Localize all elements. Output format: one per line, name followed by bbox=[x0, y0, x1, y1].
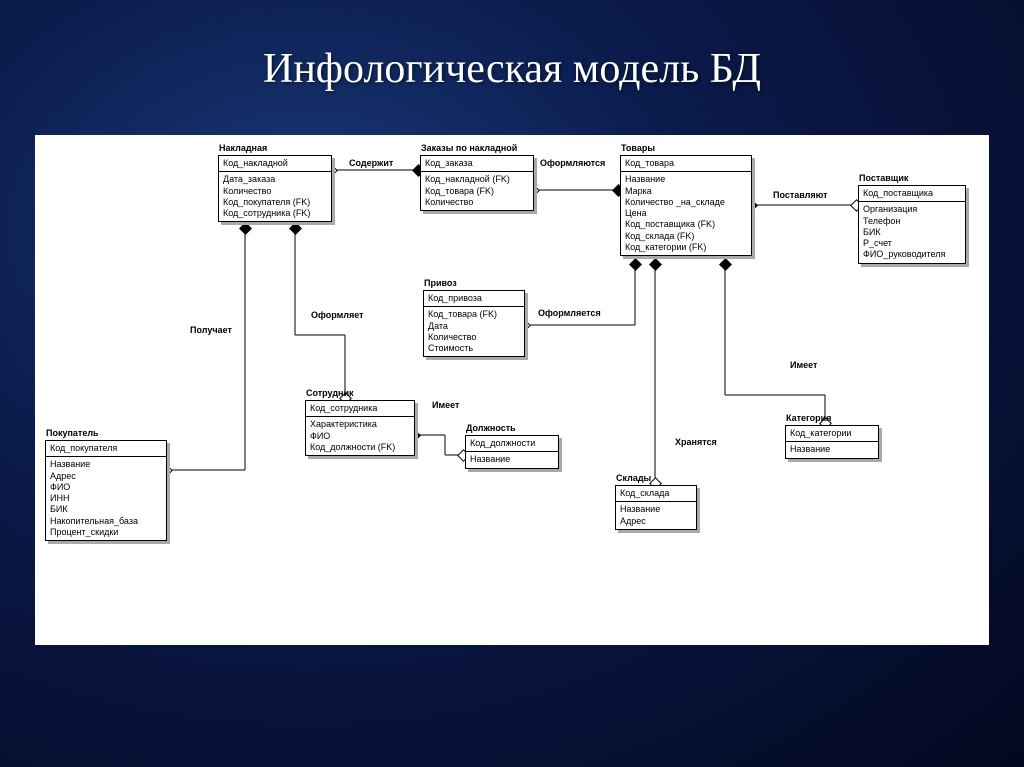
entity-postavshik: Поставщик Код_поставщика Организация Тел… bbox=[858, 185, 966, 264]
entity-pk: Код_должности bbox=[466, 436, 558, 452]
entity-attrs: Код_товара (FK) Дата Количество Стоимост… bbox=[424, 307, 524, 356]
attr: Дата bbox=[428, 321, 520, 332]
rel-oformlyaetsya: Оформляется bbox=[538, 308, 601, 318]
attr: Дата_заказа bbox=[223, 174, 327, 185]
slide-title: Инфологическая модель БД bbox=[0, 0, 1024, 93]
rel-postavlyayut: Поставляют bbox=[773, 190, 828, 200]
rel-poluchaet: Получает bbox=[190, 325, 232, 335]
attr: Количество bbox=[428, 332, 520, 343]
attr: Название bbox=[620, 504, 692, 515]
attr: Количество bbox=[223, 186, 327, 197]
entity-attrs: Характеристика ФИО Код_должности (FK) bbox=[306, 417, 414, 455]
entity-privoz: Привоз Код_привоза Код_товара (FK) Дата … bbox=[423, 290, 525, 357]
entity-attrs: Код_накладной (FK) Код_товара (FK) Колич… bbox=[421, 172, 533, 210]
attr: Код_склада (FK) bbox=[625, 231, 747, 242]
attr: Код_товара (FK) bbox=[425, 186, 529, 197]
entity-title: Накладная bbox=[219, 143, 267, 154]
rel-imeet2: Имеет bbox=[790, 360, 817, 370]
attr: Название bbox=[50, 459, 162, 470]
connector-diamond bbox=[239, 222, 252, 235]
rel-soderzhit: Содержит bbox=[349, 158, 393, 168]
entity-title: Сотрудник bbox=[306, 388, 354, 399]
connector-diamond bbox=[629, 258, 642, 271]
attr: Адрес bbox=[50, 471, 162, 482]
entity-title: Привоз bbox=[424, 278, 457, 289]
entity-pk: Код_привоза bbox=[424, 291, 524, 307]
entity-pk: Код_покупателя bbox=[46, 441, 166, 457]
attr: БИК bbox=[863, 227, 961, 238]
attr: Код_товара (FK) bbox=[428, 309, 520, 320]
attr: Код_накладной (FK) bbox=[425, 174, 529, 185]
entity-tovary: Товары Код_товара Название Марка Количес… bbox=[620, 155, 752, 256]
entity-pk: Код_накладной bbox=[219, 156, 331, 172]
attr: Код_сотрудника (FK) bbox=[223, 208, 327, 219]
attr: Название bbox=[470, 454, 554, 465]
entity-pokupatel: Покупатель Код_покупателя Название Адрес… bbox=[45, 440, 167, 541]
entity-attrs: Название Адрес ФИО ИНН БИК Накопительная… bbox=[46, 457, 166, 540]
attr: Код_поставщика (FK) bbox=[625, 219, 747, 230]
attr: Код_должности (FK) bbox=[310, 442, 410, 453]
attr: Накопительная_база bbox=[50, 516, 162, 527]
rel-oformlyayutsya: Оформляются bbox=[540, 158, 605, 168]
attr: Организация bbox=[863, 204, 961, 215]
attr: Марка bbox=[625, 186, 747, 197]
rel-imeet1: Имеет bbox=[432, 400, 459, 410]
attr: Адрес bbox=[620, 516, 692, 527]
entity-title: Покупатель bbox=[46, 428, 99, 439]
attr: ИНН bbox=[50, 493, 162, 504]
connector-diamond bbox=[649, 258, 662, 271]
slide: Инфологическая модель БД bbox=[0, 0, 1024, 767]
attr: Характеристика bbox=[310, 419, 410, 430]
entity-attrs: Название bbox=[466, 452, 558, 467]
attr: БИК bbox=[50, 504, 162, 515]
entity-title: Склады bbox=[616, 473, 651, 484]
entity-pk: Код_сотрудника bbox=[306, 401, 414, 417]
entity-zakazy: Заказы по накладной Код_заказа Код_накла… bbox=[420, 155, 534, 211]
entity-title: Товары bbox=[621, 143, 655, 154]
entity-pk: Код_товара bbox=[621, 156, 751, 172]
entity-title: Заказы по накладной bbox=[421, 143, 517, 154]
attr: ФИО_руководителя bbox=[863, 249, 961, 260]
entity-pk: Код_поставщика bbox=[859, 186, 965, 202]
attr: Количество _на_складе bbox=[625, 197, 747, 208]
entity-nakladnaya: Накладная Код_накладной Дата_заказа Коли… bbox=[218, 155, 332, 222]
connector-diamond bbox=[289, 222, 302, 235]
attr: Р_счет bbox=[863, 238, 961, 249]
attr: Название bbox=[625, 174, 747, 185]
attr: ФИО bbox=[50, 482, 162, 493]
entity-sklady: Склады Код_склада Название Адрес bbox=[615, 485, 697, 530]
entity-pk: Код_категории bbox=[786, 426, 878, 442]
entity-attrs: Название Адрес bbox=[616, 502, 696, 529]
entity-title: Категория bbox=[786, 413, 831, 424]
attr: Код_категории (FK) bbox=[625, 242, 747, 253]
entity-attrs: Название bbox=[786, 442, 878, 457]
entity-sotrudnik: Сотрудник Код_сотрудника Характеристика … bbox=[305, 400, 415, 456]
entity-title: Поставщик bbox=[859, 173, 908, 184]
entity-attrs: Название Марка Количество _на_складе Цен… bbox=[621, 172, 751, 255]
entity-attrs: Дата_заказа Количество Код_покупателя (F… bbox=[219, 172, 331, 221]
attr: Цена bbox=[625, 208, 747, 219]
attr: Название bbox=[790, 444, 874, 455]
attr: Код_покупателя (FK) bbox=[223, 197, 327, 208]
attr: Стоимость bbox=[428, 343, 520, 354]
entity-attrs: Организация Телефон БИК Р_счет ФИО_руков… bbox=[859, 202, 965, 262]
diagram-canvas: Накладная Код_накладной Дата_заказа Коли… bbox=[35, 135, 989, 645]
attr: Процент_скидки bbox=[50, 527, 162, 538]
rel-khranyatsya: Хранятся bbox=[675, 437, 717, 447]
rel-oformlyaet: Оформляет bbox=[311, 310, 364, 320]
connector-lines bbox=[35, 135, 989, 645]
entity-pk: Код_заказа bbox=[421, 156, 533, 172]
connector-diamond bbox=[719, 258, 732, 271]
entity-kategoriya: Категория Код_категории Название bbox=[785, 425, 879, 459]
entity-title: Должность bbox=[466, 423, 516, 434]
attr: Количество bbox=[425, 197, 529, 208]
attr: ФИО bbox=[310, 431, 410, 442]
entity-dolzhnost: Должность Код_должности Название bbox=[465, 435, 559, 469]
attr: Телефон bbox=[863, 216, 961, 227]
entity-pk: Код_склада bbox=[616, 486, 696, 502]
